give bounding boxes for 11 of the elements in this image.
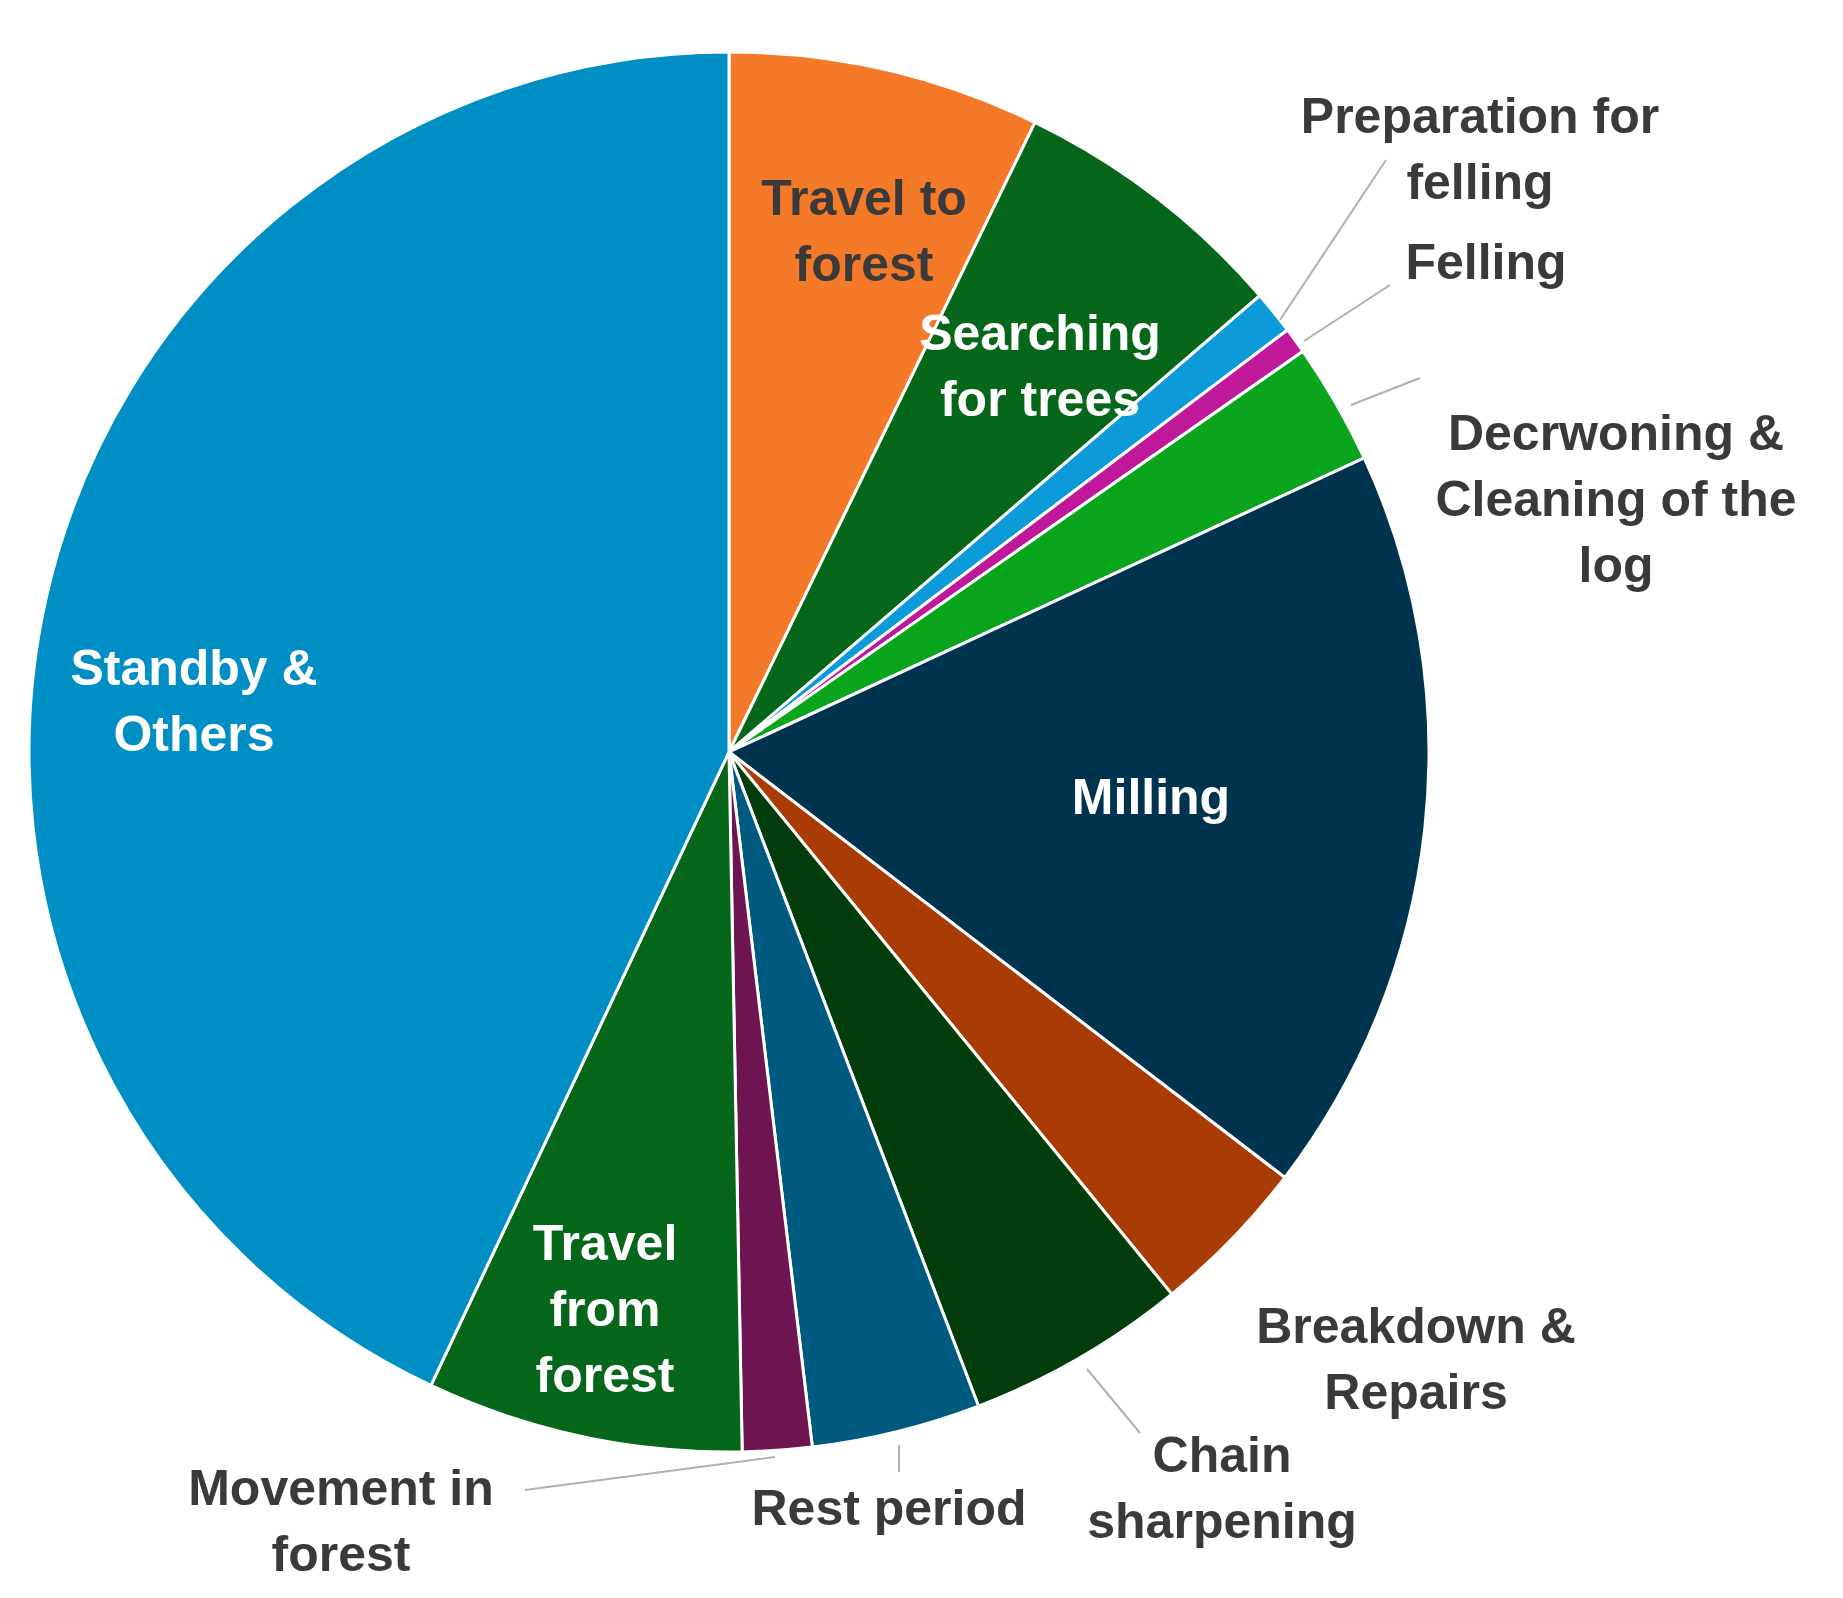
slice-label: Decrwoning & Cleaning of the log [1435, 405, 1797, 593]
slice-label: Travel from forest [532, 1215, 678, 1403]
slice-label: Chain sharpening [1087, 1427, 1357, 1549]
slice-label: Milling [1071, 769, 1231, 825]
slice-label: Travel to forest [761, 170, 967, 292]
slice-label: Felling [1405, 234, 1567, 290]
slice-label: Breakdown & Repairs [1256, 1298, 1576, 1420]
slice-label: Preparation for felling [1300, 88, 1660, 210]
slice-label: Movement in forest [188, 1460, 494, 1582]
slice-label: Standby & Others [70, 640, 318, 762]
slice-label: Rest period [751, 1480, 1027, 1536]
